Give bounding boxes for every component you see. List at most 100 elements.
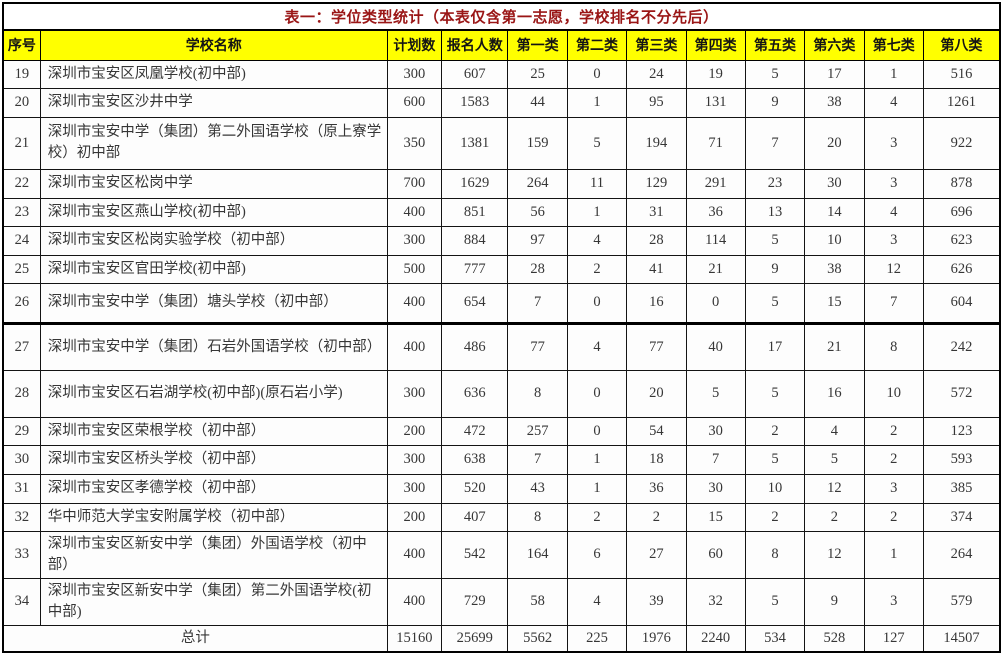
category-2-cell: 1 xyxy=(566,197,628,227)
category-3-cell: 36 xyxy=(626,473,687,504)
column-header-6: 第三类 xyxy=(626,29,687,61)
row-number-cell: 32 xyxy=(2,502,41,532)
category-4-cell: 60 xyxy=(685,530,746,579)
header-row: 序号 学校名称 计划数 报名人数 第一类 第二类 第三类 第四类 第五类 第六类 第七类 第八类 xyxy=(2,29,1001,61)
category-8-cell: 516 xyxy=(922,59,1001,89)
school-name-cell: 深圳市宝安区燕山学校(初中部) xyxy=(39,197,388,227)
category-8-cell: 593 xyxy=(922,444,1001,475)
category-5-cell: 5 xyxy=(744,59,806,89)
table-row: 31 深圳市宝安区孝德学校（初中部） 300 520 43 1 36 30 10 12 3 385 xyxy=(2,473,1001,504)
category-5-cell: 9 xyxy=(744,87,806,118)
category-4-cell: 36 xyxy=(685,197,746,227)
category-3-cell: 20 xyxy=(626,369,687,418)
category-4-cell: 32 xyxy=(685,577,746,626)
plan-count-cell: 300 xyxy=(386,444,443,475)
plan-count-cell: 350 xyxy=(386,116,443,170)
column-header-0: 序号 xyxy=(2,29,41,61)
row-number-cell: 31 xyxy=(2,473,41,504)
row-number-cell: 25 xyxy=(2,254,41,284)
category-8-cell: 878 xyxy=(922,168,1001,199)
school-name-cell: 深圳市宝安中学（集团）第二外国语学校（原上寮学校）初中部 xyxy=(39,116,388,170)
category-3-cell: 77 xyxy=(626,322,687,371)
column-header-9: 第六类 xyxy=(804,29,865,61)
school-name-cell: 深圳市宝安中学（集团）塘头学校（初中部） xyxy=(39,282,388,325)
category-5-cell: 9 xyxy=(744,254,806,284)
school-name-cell: 深圳市宝安区凤凰学校(初中部) xyxy=(39,59,388,89)
category-7-cell: 4 xyxy=(863,87,924,118)
applicant-count-cell: 1381 xyxy=(441,116,509,170)
applicant-count-cell: 542 xyxy=(441,530,509,579)
category-1-cell: 264 xyxy=(507,168,568,199)
category-3-cell: 41 xyxy=(626,254,687,284)
category-7-cell: 2 xyxy=(863,416,924,446)
category-4-cell: 131 xyxy=(685,87,746,118)
table-row: 22 深圳市宝安区松岗中学 700 1629 264 11 129 291 23 30 3 878 xyxy=(2,168,1001,199)
table-row: 32 华中师范大学宝安附属学校（初中部） 200 407 8 2 2 15 2 2 2 374 xyxy=(2,502,1001,532)
applicant-count-cell: 777 xyxy=(441,254,509,284)
row-number-cell: 21 xyxy=(2,116,41,170)
column-header-4: 第一类 xyxy=(507,29,568,61)
statistics-table-page: 表一：学位类型统计（本表仅含第一志愿，学校排名不分先后） 序号 学校名称 计划数 报名… xyxy=(2,2,1001,653)
row-number-cell: 28 xyxy=(2,369,41,418)
category-8-cell: 623 xyxy=(922,225,1001,256)
category-1-cell: 28 xyxy=(507,254,568,284)
category-6-cell: 12 xyxy=(804,530,865,579)
category-7-cell: 10 xyxy=(863,369,924,418)
category-8-cell: 922 xyxy=(922,116,1001,170)
category-6-cell: 2 xyxy=(804,502,865,532)
category-4-cell: 291 xyxy=(685,168,746,199)
applicant-count-cell: 607 xyxy=(441,59,509,89)
category-8-cell: 123 xyxy=(922,416,1001,446)
row-number-cell: 30 xyxy=(2,444,41,475)
category-8-cell: 385 xyxy=(922,473,1001,504)
category-5-cell: 10 xyxy=(744,473,806,504)
category-1-cell: 43 xyxy=(507,473,568,504)
category-1-cell: 25 xyxy=(507,59,568,89)
category-2-cell: 0 xyxy=(566,59,628,89)
category-5-cell: 2 xyxy=(744,502,806,532)
table-row: 19 深圳市宝安区凤凰学校(初中部) 300 607 25 0 24 19 5 17 1 516 xyxy=(2,59,1001,89)
table-row: 33 深圳市宝安区新安中学（集团）外国语学校（初中部） 400 542 164 6 27 60… xyxy=(2,530,1001,579)
category-6-cell: 15 xyxy=(804,282,865,325)
plan-count-cell: 500 xyxy=(386,254,443,284)
plan-count-cell: 400 xyxy=(386,197,443,227)
table-body: 19 深圳市宝安区凤凰学校(初中部) 300 607 25 0 24 19 5 17 1 516 20 深… xyxy=(2,59,1001,626)
column-header-11: 第八类 xyxy=(922,29,1001,61)
category-7-cell: 1 xyxy=(863,530,924,579)
category-7-cell: 2 xyxy=(863,502,924,532)
table-row: 20 深圳市宝安区沙井中学 600 1583 44 1 95 131 9 38 4 1261 xyxy=(2,87,1001,118)
table-row: 23 深圳市宝安区燕山学校(初中部) 400 851 56 1 31 36 13 14 4 696 xyxy=(2,197,1001,227)
category-3-cell: 27 xyxy=(626,530,687,579)
school-name-cell: 深圳市宝安区新安中学（集团）第二外国语学校(初中部) xyxy=(39,577,388,626)
applicant-count-cell: 638 xyxy=(441,444,509,475)
total-category-8-cell: 14507 xyxy=(922,624,1001,653)
total-row: 总计 15160 25699 5562 225 1976 2240 534 528 127 1450… xyxy=(2,624,1001,653)
category-2-cell: 4 xyxy=(566,322,628,371)
category-5-cell: 17 xyxy=(744,322,806,371)
applicant-count-cell: 407 xyxy=(441,502,509,532)
category-4-cell: 19 xyxy=(685,59,746,89)
total-category-7-cell: 127 xyxy=(863,624,924,653)
school-name-cell: 深圳市宝安区荣根学校（初中部） xyxy=(39,416,388,446)
plan-count-cell: 200 xyxy=(386,416,443,446)
school-name-cell: 深圳市宝安区官田学校(初中部) xyxy=(39,254,388,284)
row-number-cell: 24 xyxy=(2,225,41,256)
table-row: 25 深圳市宝安区官田学校(初中部) 500 777 28 2 41 21 9 38 12 626 xyxy=(2,254,1001,284)
category-5-cell: 5 xyxy=(744,577,806,626)
school-name-cell: 华中师范大学宝安附属学校（初中部） xyxy=(39,502,388,532)
category-8-cell: 626 xyxy=(922,254,1001,284)
category-5-cell: 2 xyxy=(744,416,806,446)
category-5-cell: 5 xyxy=(744,225,806,256)
plan-count-cell: 400 xyxy=(386,282,443,325)
column-header-1: 学校名称 xyxy=(39,29,388,61)
category-5-cell: 5 xyxy=(744,369,806,418)
category-4-cell: 40 xyxy=(685,322,746,371)
category-1-cell: 77 xyxy=(507,322,568,371)
total-category-3-cell: 1976 xyxy=(626,624,687,653)
table-row: 30 深圳市宝安区桥头学校（初中部） 300 638 7 1 18 7 5 5 2 593 xyxy=(2,444,1001,475)
category-6-cell: 38 xyxy=(804,254,865,284)
category-8-cell: 696 xyxy=(922,197,1001,227)
school-name-cell: 深圳市宝安区新安中学（集团）外国语学校（初中部） xyxy=(39,530,388,579)
school-name-cell: 深圳市宝安区松岗实验学校（初中部） xyxy=(39,225,388,256)
plan-count-cell: 400 xyxy=(386,577,443,626)
